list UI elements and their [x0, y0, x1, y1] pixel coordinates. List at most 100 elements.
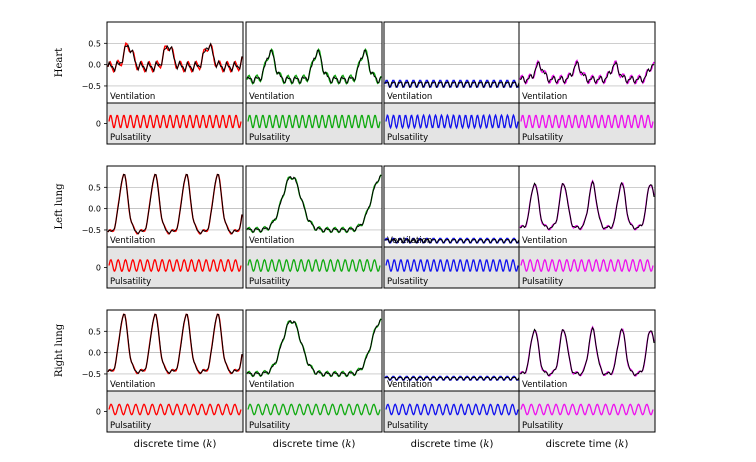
series-pulsatility — [385, 403, 519, 416]
panel-3-1: Ventilation Pulsatility — [106, 309, 244, 433]
ventilation-label: Ventilation — [110, 92, 155, 102]
ventilation-label: Ventilation — [110, 380, 155, 390]
y-tick-label: 0.5 — [88, 183, 101, 192]
series-pulsatility — [108, 403, 242, 416]
panel-1-4: Ventilation Pulsatility — [518, 21, 656, 145]
ventilation-label: Ventilation — [522, 236, 567, 246]
ventilation-label: Ventilation — [387, 380, 432, 390]
ventilation-label: Ventilation — [110, 236, 155, 246]
x-axis-label-close: ) — [351, 439, 355, 450]
panel-1-1: Ventilation Pulsatility — [106, 21, 244, 145]
ventilation-label: Ventilation — [249, 380, 294, 390]
x-axis-label-text: discrete time ( — [546, 439, 619, 450]
pulsatility-label: Pulsatility — [387, 277, 428, 287]
panel-2-4: Ventilation Pulsatility — [518, 165, 656, 289]
series-ventilation-reference — [520, 60, 655, 84]
ventilation-panel-bg — [246, 22, 382, 103]
series-ventilation-reference — [107, 313, 243, 375]
pulsatility-panel-frame — [106, 246, 244, 289]
series-ventilation-reference — [246, 318, 382, 377]
pulsatility-label: Pulsatility — [387, 421, 428, 431]
x-axis-label-close: ) — [624, 439, 628, 450]
y-tick-label: 0.5 — [88, 39, 101, 48]
panel-1-3: Ventilation Pulsatility — [383, 21, 521, 145]
x-axis-label-var: k — [483, 439, 489, 450]
row-label: Heart — [54, 48, 65, 77]
pulsatility-panel-frame — [245, 390, 383, 433]
ventilation-panel-bg — [519, 310, 655, 391]
y-tick-label: 0 — [96, 120, 101, 129]
series-pulsatility — [385, 113, 519, 130]
pulsatility-panel-frame — [106, 390, 244, 433]
y-tick-label: 0.0 — [88, 349, 101, 358]
series-ventilation-reference — [519, 180, 655, 231]
pulsatility-label: Pulsatility — [522, 277, 563, 287]
panel-2-1: Ventilation Pulsatility — [106, 165, 244, 289]
x-axis-label-text: discrete time ( — [134, 439, 207, 450]
x-axis-label: discrete time (k) — [273, 439, 356, 450]
ventilation-label: Ventilation — [249, 236, 294, 246]
ventilation-panel-bg — [519, 166, 655, 247]
x-axis-label-close: ) — [212, 439, 216, 450]
ventilation-panel-bg — [246, 166, 382, 247]
pulsatility-panel-frame — [245, 246, 383, 289]
y-tick-label: −0.5 — [82, 226, 101, 235]
y-tick-label: −0.5 — [82, 82, 101, 91]
pulsatility-label: Pulsatility — [110, 421, 151, 431]
panel-3-4: Ventilation Pulsatility — [518, 309, 656, 433]
series-ventilation-reference — [246, 174, 382, 233]
series-ventilation-reference — [384, 376, 520, 381]
row-label: Right lung — [54, 323, 65, 377]
x-axis-label-var: k — [618, 439, 624, 450]
ventilation-panel-bg — [246, 310, 382, 391]
pulsatility-label: Pulsatility — [110, 277, 151, 287]
pulsatility-label: Pulsatility — [387, 133, 428, 143]
series-pulsatility — [108, 114, 242, 129]
series-ventilation-reference — [107, 173, 243, 235]
series-pulsatility — [385, 259, 519, 272]
panel-3-3: Ventilation Pulsatility — [383, 309, 521, 433]
x-axis-label: discrete time (k) — [134, 439, 217, 450]
x-axis-label-text: discrete time ( — [273, 439, 346, 450]
panel-3-2: Ventilation Pulsatility — [245, 309, 383, 433]
pulsatility-panel-frame — [106, 102, 244, 145]
series-pulsatility — [520, 403, 654, 416]
pulsatility-panel-frame — [518, 390, 656, 433]
x-axis-label-close: ) — [489, 439, 493, 450]
pulsatility-label: Pulsatility — [110, 133, 151, 143]
ventilation-panel-bg — [107, 166, 243, 247]
series-pulsatility — [520, 258, 654, 273]
x-axis-label: discrete time (k) — [411, 439, 494, 450]
ventilation-label: Ventilation — [249, 92, 294, 102]
series-ventilation-reference — [384, 81, 520, 89]
pulsatility-panel-frame — [518, 246, 656, 289]
pulsatility-label: Pulsatility — [522, 133, 563, 143]
pulsatility-label: Pulsatility — [249, 133, 290, 143]
y-tick-label: 0.0 — [88, 61, 101, 70]
series-ventilation-reference — [107, 42, 243, 73]
ventilation-label: Ventilation — [522, 380, 567, 390]
y-tick-label: 0.0 — [88, 205, 101, 214]
ventilation-label: Ventilation — [522, 92, 567, 102]
series-ventilation-reference — [384, 238, 520, 244]
x-axis-label: discrete time (k) — [546, 439, 629, 450]
series-ventilation-reference — [246, 49, 382, 84]
row-label: Left lung — [54, 183, 65, 230]
pulsatility-panel-frame — [245, 102, 383, 145]
pulsatility-label: Pulsatility — [522, 421, 563, 431]
x-axis-label-var: k — [345, 439, 351, 450]
series-pulsatility — [108, 258, 242, 273]
pulsatility-panel-frame — [518, 102, 656, 145]
x-axis-label-var: k — [206, 439, 212, 450]
series-pulsatility — [247, 114, 381, 129]
y-tick-label: −0.5 — [82, 370, 101, 379]
ventilation-panel-bg — [384, 22, 520, 103]
y-tick-label: 0 — [96, 264, 101, 273]
y-tick-label: 0 — [96, 408, 101, 417]
panel-2-3: Ventilation Pulsatility — [383, 165, 521, 289]
y-tick-label: 0.5 — [88, 327, 101, 336]
series-pulsatility — [247, 258, 381, 273]
series-ventilation-reference — [519, 326, 655, 377]
x-axis-label-text: discrete time ( — [411, 439, 484, 450]
